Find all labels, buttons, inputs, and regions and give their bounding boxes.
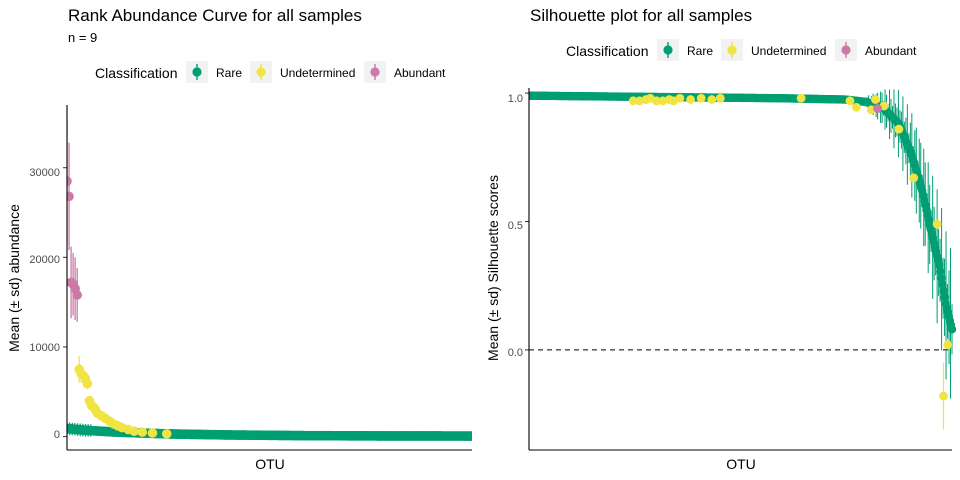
data-point [686, 95, 695, 104]
y-tick-label: 30000 [29, 167, 60, 179]
y-tick-label: 0 [54, 429, 60, 441]
y-axis-title: Mean (± sd) Silhouette scores [485, 175, 501, 361]
data-point [873, 104, 883, 113]
data-point [161, 429, 172, 439]
data-point [675, 93, 685, 103]
legend-key-point [727, 45, 737, 55]
data-point [147, 428, 158, 438]
data-point-rare [940, 293, 949, 302]
data-point-rare [935, 260, 944, 270]
chart-subtitle: n = 9 [68, 30, 97, 45]
legend-label-abundant: Abundant [394, 66, 446, 80]
legend-key-point [192, 67, 202, 77]
data-point [137, 427, 148, 437]
data-layer [529, 89, 957, 430]
chart-title: Silhouette plot for all samples [530, 6, 752, 25]
data-point-rare [938, 280, 947, 289]
y-tick-label: 1.0 [508, 93, 523, 105]
data-point [845, 96, 855, 106]
data-point [909, 173, 919, 183]
y-axis-title: Mean (± sd) abundance [6, 204, 22, 352]
legend-label-undetermined: Undetermined [280, 66, 355, 80]
data-point-rare [936, 267, 945, 276]
data-point [939, 391, 948, 401]
data-point [715, 93, 725, 103]
y-tick-label: 10000 [29, 342, 60, 354]
data-point [707, 95, 717, 104]
data-point [72, 290, 82, 300]
data-point [129, 426, 139, 436]
legend-title: Classification [566, 43, 648, 59]
data-point-rare [939, 286, 948, 296]
legend-label-undetermined: Undetermined [751, 44, 826, 58]
panel-silhouette: Silhouette plot for all samples Classifi… [485, 6, 957, 472]
legend-key-point [663, 45, 673, 55]
legend-label-rare: Rare [216, 66, 242, 80]
data-point-rare [947, 325, 957, 334]
legend-key-point [256, 67, 266, 77]
legend: Classification Rare Undetermined Abundan… [566, 39, 917, 61]
legend-label-abundant: Abundant [865, 44, 917, 58]
data-point [796, 93, 806, 103]
data-point [67, 191, 74, 202]
plot-area [63, 105, 472, 451]
data-point [696, 93, 706, 103]
plot-area [525, 88, 957, 451]
data-point-rare [467, 431, 472, 441]
data-point [851, 102, 861, 112]
y-tick-label: 20000 [29, 254, 60, 266]
y-tick-label: 0.0 [508, 347, 523, 359]
legend-key-point [841, 45, 851, 55]
data-point [628, 96, 638, 106]
data-point [652, 96, 661, 106]
legend-title: Classification [95, 65, 177, 81]
data-layer [67, 118, 472, 441]
data-point [871, 95, 880, 104]
legend-key-point [370, 67, 380, 77]
data-point-rare [937, 273, 946, 283]
panel-rank-abundance: Rank Abundance Curve for all samples n =… [6, 6, 472, 472]
y-tick-label: 0.5 [508, 220, 523, 232]
chart-title: Rank Abundance Curve for all samples [68, 6, 362, 25]
data-point [894, 124, 904, 134]
x-axis-title: OTU [726, 456, 756, 472]
data-point [932, 219, 942, 229]
data-point [67, 176, 72, 186]
x-axis-title: OTU [255, 456, 285, 472]
legend-label-rare: Rare [687, 44, 713, 58]
data-point [943, 340, 953, 350]
data-point [82, 378, 93, 389]
legend: Classification Rare Undetermined Abundan… [95, 61, 446, 83]
